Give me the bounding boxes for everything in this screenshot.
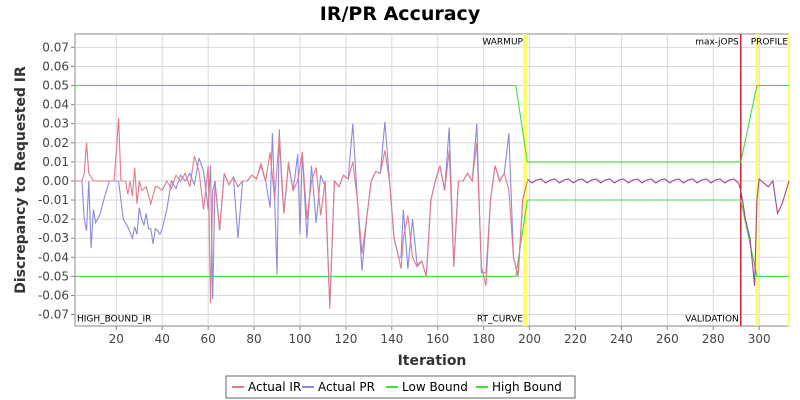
x-tick-label: 200 xyxy=(518,332,541,346)
tick-labels: 20 40 60 80 100 120 140 160 180 200 220 240 260 280 30… xyxy=(38,40,771,346)
y-tick-label: -0.04 xyxy=(38,250,69,264)
x-tick-label: 40 xyxy=(155,332,170,346)
series-line-tail xyxy=(526,177,790,286)
annotation-high-bound-ir: HIGH_BOUND_IR xyxy=(77,314,151,324)
legend-label: Actual IR xyxy=(248,380,301,394)
legend-label: Actual PR xyxy=(318,380,375,394)
y-tick-label: 0.03 xyxy=(42,117,69,131)
annotation-rt-curve: RT_CURVE xyxy=(477,314,523,324)
plot-frame xyxy=(74,33,790,327)
phase-markers xyxy=(522,34,790,326)
annotation-warmup: WARMUP xyxy=(482,38,523,48)
phase-annotations: WARMUP max-jOPS PROFILE HIGH_BOUND_IR RT_CUR… xyxy=(77,38,788,325)
y-axis-label: Discrepancy to Requested IR xyxy=(13,66,29,294)
series-line-high-bound xyxy=(75,84,789,163)
x-tick-label: 140 xyxy=(380,332,403,346)
x-tick-label: 240 xyxy=(610,332,633,346)
x-tick-label: 60 xyxy=(201,332,216,346)
series-line-actual-ir xyxy=(75,117,528,309)
y-tick-label: 0.06 xyxy=(42,59,69,73)
y-tick-label: 0.04 xyxy=(42,98,69,112)
y-tick-label: -0.06 xyxy=(38,288,69,302)
y-tick-label: 0.07 xyxy=(42,40,69,54)
series-lines xyxy=(75,84,790,309)
y-tick-label: -0.01 xyxy=(38,193,69,207)
x-tick-label: 220 xyxy=(564,332,587,346)
y-tick-label: 0.01 xyxy=(42,155,69,169)
y-tick-label: 0.02 xyxy=(42,136,69,150)
plot-area xyxy=(74,33,790,327)
annotation-validation: VALIDATION xyxy=(685,314,739,324)
x-tick-label: 100 xyxy=(289,332,312,346)
annotation-max-jops: max-jOPS xyxy=(695,38,739,48)
y-tick-label: -0.05 xyxy=(38,269,69,283)
chart-title: IR/PR Accuracy xyxy=(320,3,481,25)
x-tick-label: 180 xyxy=(472,332,495,346)
x-tick-label: 260 xyxy=(656,332,679,346)
legend: Actual IR Actual PR Low Bound High Bound xyxy=(225,375,576,399)
legend-label: High Bound xyxy=(492,380,562,394)
x-tick-label: 160 xyxy=(426,332,449,346)
x-tick-label: 20 xyxy=(109,332,124,346)
y-tick-label: 0.05 xyxy=(42,79,69,93)
y-tick-label: -0.03 xyxy=(38,231,69,245)
legend-box xyxy=(225,375,576,399)
y-tick-label: 0.00 xyxy=(42,174,69,188)
series-line-low-bound xyxy=(75,199,789,277)
x-tick-label: 120 xyxy=(334,332,357,346)
x-tick-label: 300 xyxy=(748,332,771,346)
x-tick-label: 80 xyxy=(246,332,261,346)
y-tick-label: -0.07 xyxy=(38,308,69,322)
x-tick-label: 280 xyxy=(702,332,725,346)
annotation-profile: PROFILE xyxy=(751,38,789,48)
x-axis-label: Iteration xyxy=(398,353,467,369)
legend-label: Low Bound xyxy=(402,380,468,394)
y-tick-label: -0.02 xyxy=(38,212,69,226)
